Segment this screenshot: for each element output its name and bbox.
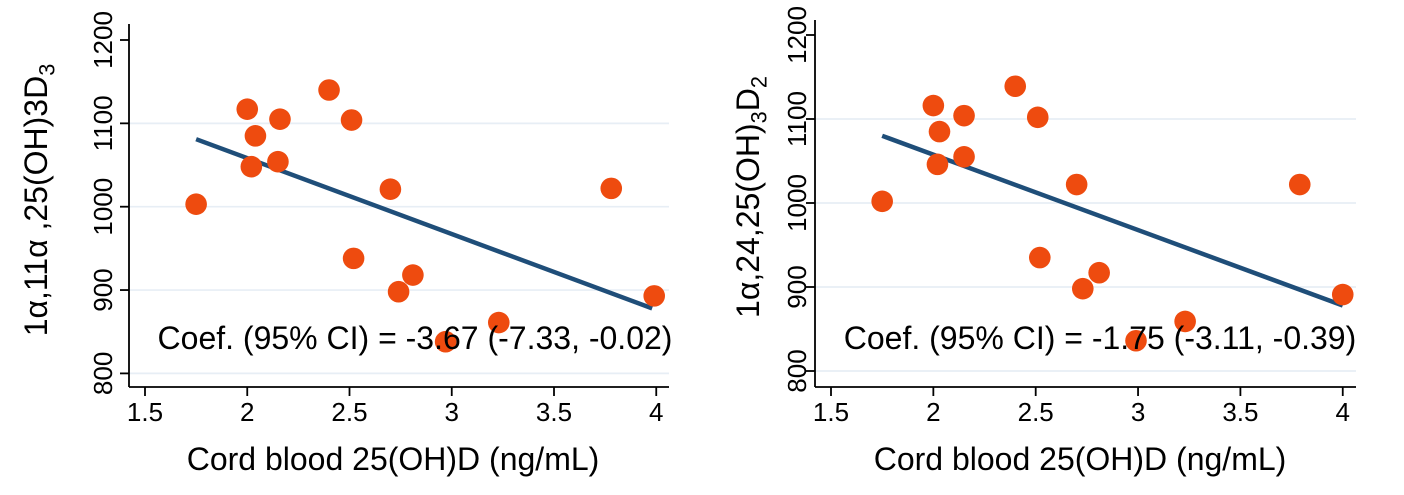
y-tick-label: 900 [782,265,812,308]
y-tick-label: 1000 [782,174,812,232]
data-point [402,264,424,286]
data-point [342,247,365,270]
data-point [387,280,410,303]
data-point [1125,329,1147,352]
trend-line [195,137,653,311]
x-tick-label: 4 [1336,397,1350,427]
data-point [318,79,340,101]
x-axis-title: Cord blood 25(OH)D (ng/mL) [186,441,600,477]
coef-annotation: Coef. (95% CI) = -3.67 (-7.33, -0.02) [157,320,673,356]
x-axis-title: Cord blood 25(OH)D (ng/mL) [873,441,1287,477]
x-tick-label: 2 [240,397,254,427]
x-tick-label: 3.5 [536,397,572,427]
data-point [1004,75,1027,98]
data-point [487,311,510,334]
data-point [1288,173,1311,196]
data-point [928,120,951,143]
y-tick-label: 800 [782,349,812,392]
data-point [1331,283,1354,306]
data-point [340,109,363,131]
y-axis-title-subscript: 3 [34,63,60,76]
right-scatter-panel: 800 900 1000 1100 1200 1.5 2 2.5 3 3.5 4 1α,24,25(… [702,0,1404,495]
data-point [922,94,945,117]
trend-line [881,133,1344,308]
data-point [244,125,267,147]
x-tick-label: 4 [649,397,663,427]
y-tick-label: 800 [88,352,118,395]
coef-annotation: Coef. (95% CI) = -1.75 (-3.11, -0.39) [843,320,1357,356]
plot-area: 800 900 1000 1100 1200 1.5 2 2.5 3 3.5 4 [88,11,669,427]
data-point [1065,173,1088,196]
y-axis-title-subscript: 3 [746,111,772,124]
data-point [434,330,457,353]
data-point [236,98,259,120]
y-axis-title-segment: D [730,88,766,112]
x-tick-label: 3 [1131,397,1145,427]
y-axis-title: 1α,11α ,25(OH)3D3 [18,64,59,337]
data-point [926,153,949,176]
y-tick-label: 1200 [782,6,812,64]
data-point [643,285,666,307]
data-point [953,146,975,168]
y-axis-title: 1α,24,25(OH)3D2 [730,76,771,318]
x-tick-label: 3.5 [1222,397,1258,427]
data-point [379,178,402,200]
data-point [240,155,263,178]
x-tick-label: 3 [445,397,459,427]
data-point [600,177,623,200]
data-point [953,104,975,127]
y-axis-title-segment: 1α,11α ,25(OH)3D [18,75,54,337]
data-point [1088,261,1110,284]
y-tick-label: 1100 [88,95,118,151]
x-tick-label: 2.5 [1018,397,1054,427]
x-tick-label: 2 [926,397,940,427]
data-point [1174,310,1196,333]
x-tick-label: 2.5 [331,397,367,427]
x-tick-label: 1.5 [127,397,163,427]
data-point [871,190,893,213]
y-tick-label: 1100 [782,91,812,147]
x-tick-label: 1.5 [813,397,849,427]
data-point [1071,277,1094,300]
left-scatter-panel: 800 900 1000 1100 1200 1.5 2 2.5 3 3.5 4 1α,11α ,2… [18,11,673,477]
y-axis-title-segment: 1α,24,25(OH) [730,123,766,318]
data-point [185,193,207,215]
data-point [1026,106,1049,129]
data-point [1028,246,1051,269]
data-point [267,150,289,173]
plot-area: 800 900 1000 1100 1200 1.5 2 2.5 3 3.5 4 [782,6,1356,427]
y-tick-label: 1000 [88,178,118,236]
y-tick-label: 1200 [88,11,118,69]
y-tick-label: 900 [88,268,118,311]
y-axis-title-subscript: 2 [746,76,772,89]
data-point [269,108,291,130]
